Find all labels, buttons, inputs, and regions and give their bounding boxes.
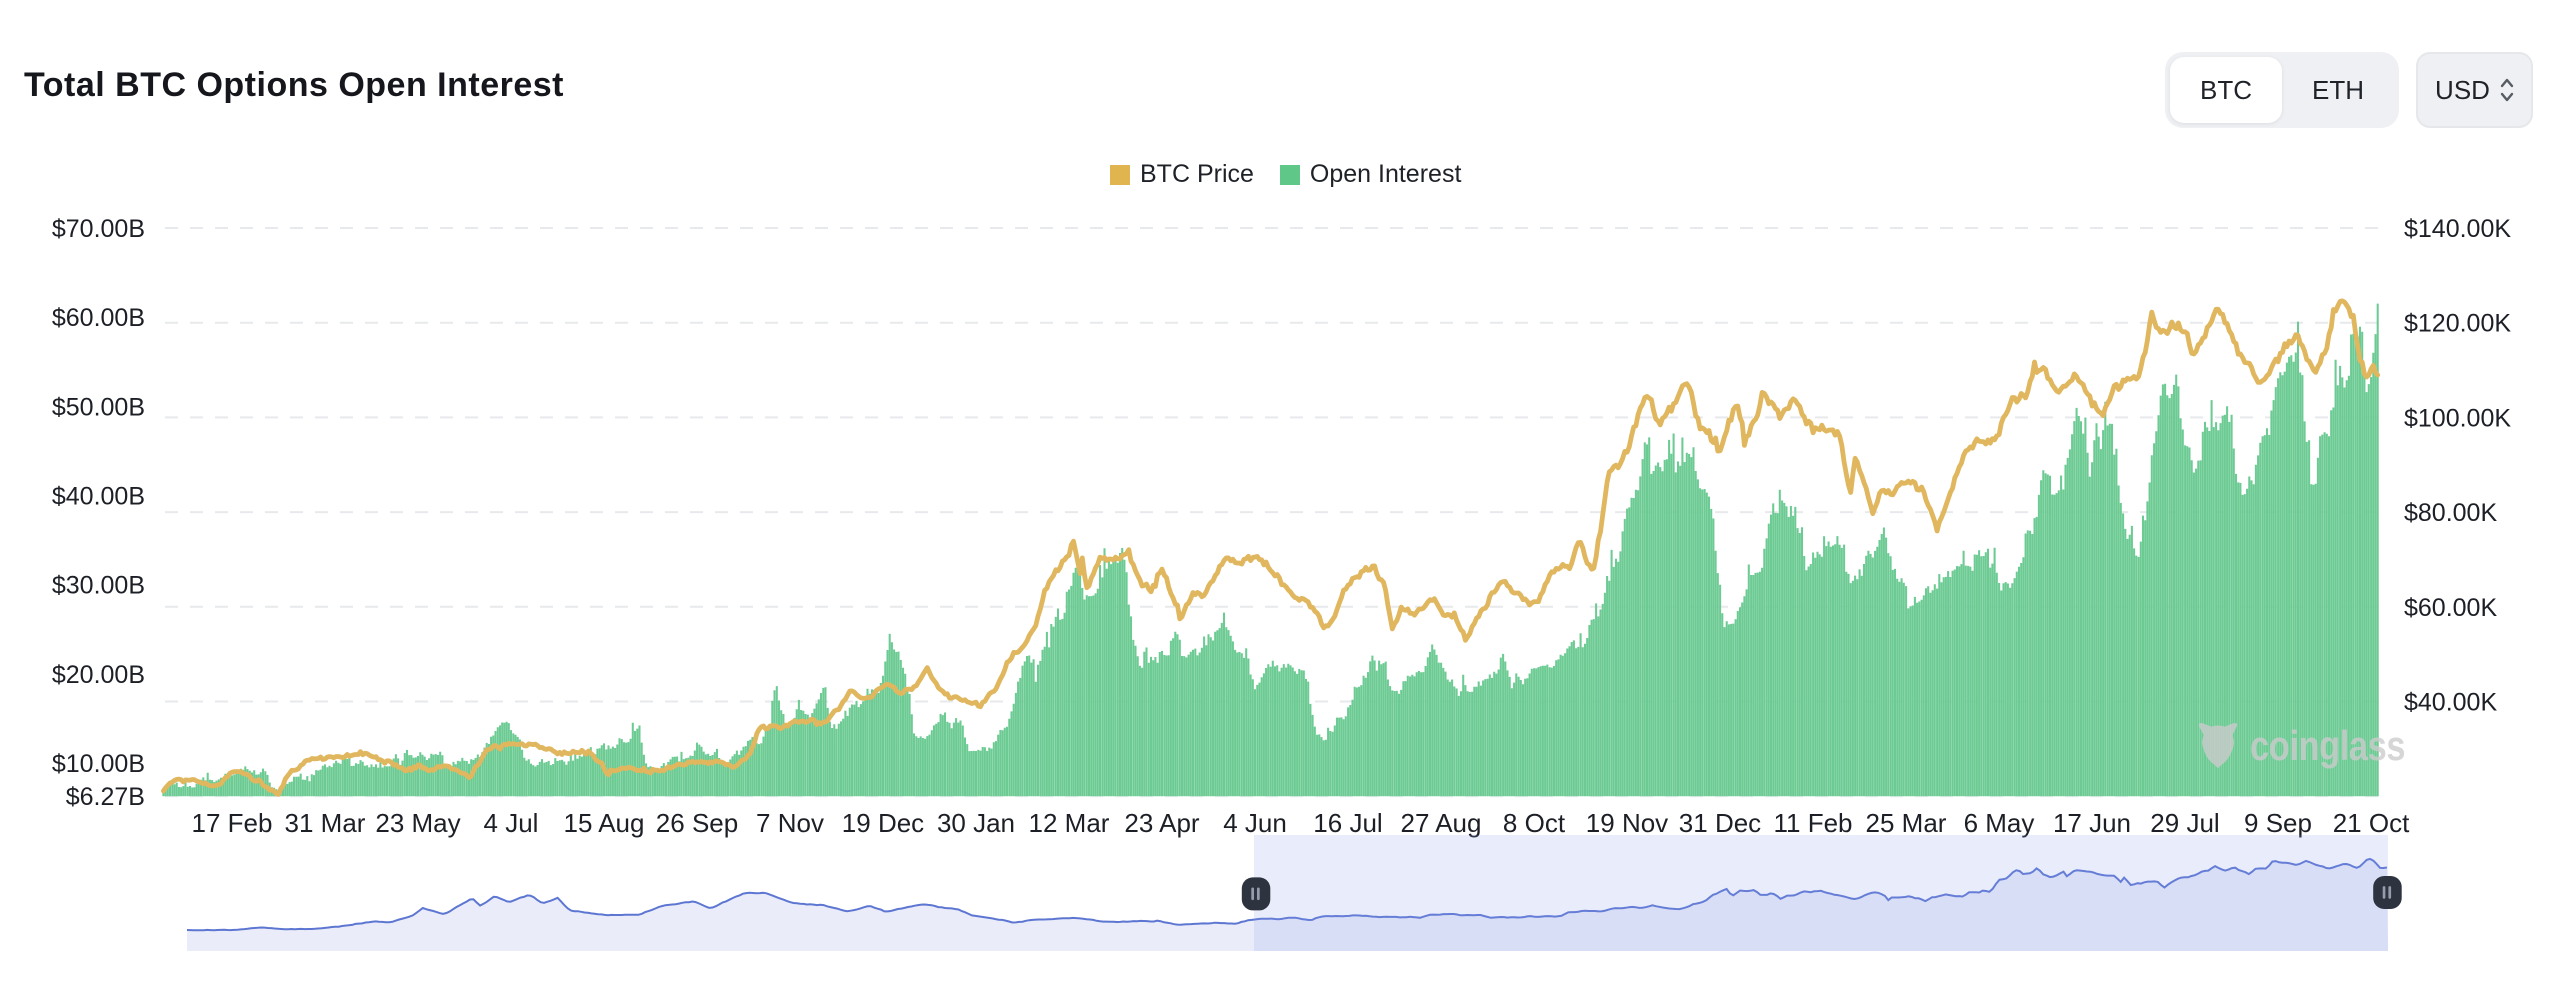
- svg-text:$40.00K: $40.00K: [2404, 689, 2497, 717]
- svg-text:12 Mar: 12 Mar: [1029, 808, 1110, 838]
- svg-text:16 Jul: 16 Jul: [1313, 808, 1382, 838]
- svg-text:$140.00K: $140.00K: [2404, 215, 2511, 243]
- svg-text:21 Oct: 21 Oct: [2333, 808, 2410, 838]
- svg-text:$40.00B: $40.00B: [52, 483, 145, 511]
- svg-text:15 Aug: 15 Aug: [564, 808, 645, 838]
- svg-text:17 Jun: 17 Jun: [2053, 808, 2131, 838]
- svg-text:31 Mar: 31 Mar: [285, 808, 366, 838]
- svg-text:19 Dec: 19 Dec: [842, 808, 924, 838]
- svg-text:$120.00K: $120.00K: [2404, 310, 2511, 338]
- svg-text:$10.00B: $10.00B: [52, 750, 145, 778]
- svg-text:23 May: 23 May: [375, 808, 460, 838]
- svg-text:23 Apr: 23 Apr: [1124, 808, 1200, 838]
- svg-text:26 Sep: 26 Sep: [656, 808, 738, 838]
- svg-text:4 Jun: 4 Jun: [1223, 808, 1287, 838]
- svg-text:$60.00B: $60.00B: [52, 304, 145, 332]
- svg-text:29 Jul: 29 Jul: [2150, 808, 2219, 838]
- svg-text:coinglass: coinglass: [2250, 723, 2405, 770]
- svg-text:$70.00B: $70.00B: [52, 215, 145, 243]
- svg-text:8 Oct: 8 Oct: [1503, 808, 1566, 838]
- svg-text:6 May: 6 May: [1964, 808, 2035, 838]
- svg-text:$60.00K: $60.00K: [2404, 594, 2497, 622]
- svg-text:$20.00B: $20.00B: [52, 661, 145, 689]
- svg-text:27 Aug: 27 Aug: [1401, 808, 1482, 838]
- svg-text:9 Sep: 9 Sep: [2244, 808, 2312, 838]
- svg-text:31 Dec: 31 Dec: [1679, 808, 1761, 838]
- svg-text:$100.00K: $100.00K: [2404, 404, 2511, 432]
- svg-text:19 Nov: 19 Nov: [1586, 808, 1668, 838]
- svg-text:$30.00B: $30.00B: [52, 572, 145, 600]
- svg-text:7 Nov: 7 Nov: [756, 808, 824, 838]
- svg-text:4 Jul: 4 Jul: [484, 808, 539, 838]
- svg-text:17 Feb: 17 Feb: [192, 808, 273, 838]
- svg-text:11 Feb: 11 Feb: [1773, 808, 1852, 838]
- svg-text:25 Mar: 25 Mar: [1866, 808, 1947, 838]
- svg-text:$50.00B: $50.00B: [52, 393, 145, 421]
- svg-text:$6.27B: $6.27B: [66, 783, 145, 811]
- svg-text:30 Jan: 30 Jan: [937, 808, 1015, 838]
- svg-text:$80.00K: $80.00K: [2404, 499, 2497, 527]
